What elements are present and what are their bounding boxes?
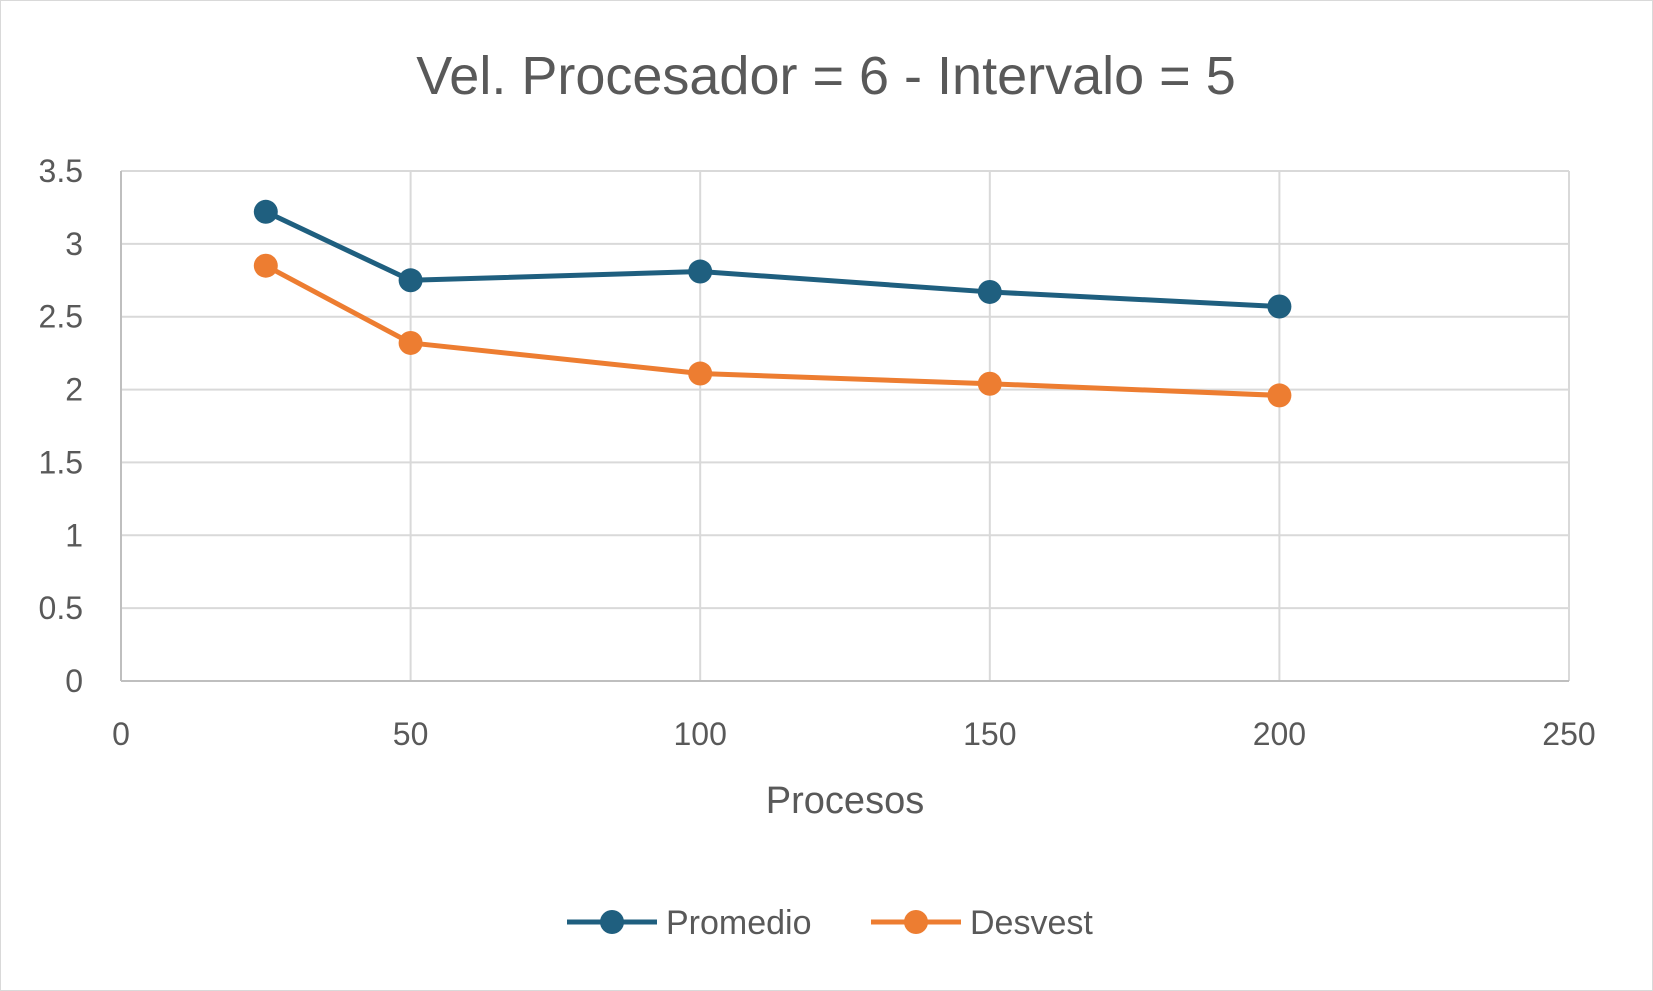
data-point-promedio	[688, 259, 713, 284]
y-tick-label: 0	[65, 663, 83, 699]
x-tick-label: 100	[674, 716, 727, 752]
y-tick-label: 1.5	[39, 444, 83, 480]
data-point-promedio	[1267, 294, 1292, 319]
data-point-desvest	[1267, 383, 1292, 408]
y-tick-label: 2	[65, 372, 83, 408]
legend: Promedio Desvest	[567, 904, 1093, 942]
y-tick-label: 1	[65, 517, 83, 553]
data-point-desvest	[977, 371, 1002, 396]
x-tick-label: 150	[963, 716, 1016, 752]
x-tick-label: 0	[112, 716, 130, 752]
axes: 0 0.5 1 1.5 2 2.5 3 3.5 0 50 100 150 200 250	[39, 153, 1596, 752]
legend-label-desvest: Desvest	[970, 904, 1093, 942]
data-point-desvest	[688, 361, 713, 386]
series-line-promedio	[263, 209, 1282, 310]
series-layer	[253, 199, 1292, 408]
data-point-promedio	[398, 268, 423, 293]
y-tick-label: 3	[65, 226, 83, 262]
y-tick-label: 0.5	[39, 590, 83, 626]
y-tick-label: 2.5	[39, 299, 83, 335]
y-tick-label: 3.5	[39, 153, 83, 189]
legend-label-promedio: Promedio	[666, 904, 812, 942]
data-point-promedio	[253, 199, 278, 224]
data-point-promedio	[977, 279, 1002, 304]
chart-title: Vel. Procesador = 6 - Intervalo = 5	[416, 46, 1235, 106]
x-tick-label: 200	[1253, 716, 1306, 752]
legend-marker-promedio	[600, 910, 624, 934]
x-axis-title: Procesos	[766, 780, 924, 822]
x-tick-label: 250	[1542, 716, 1595, 752]
x-tick-label: 50	[393, 716, 429, 752]
legend-marker-desvest	[904, 910, 928, 934]
data-point-desvest	[253, 253, 278, 278]
data-point-desvest	[398, 330, 423, 355]
